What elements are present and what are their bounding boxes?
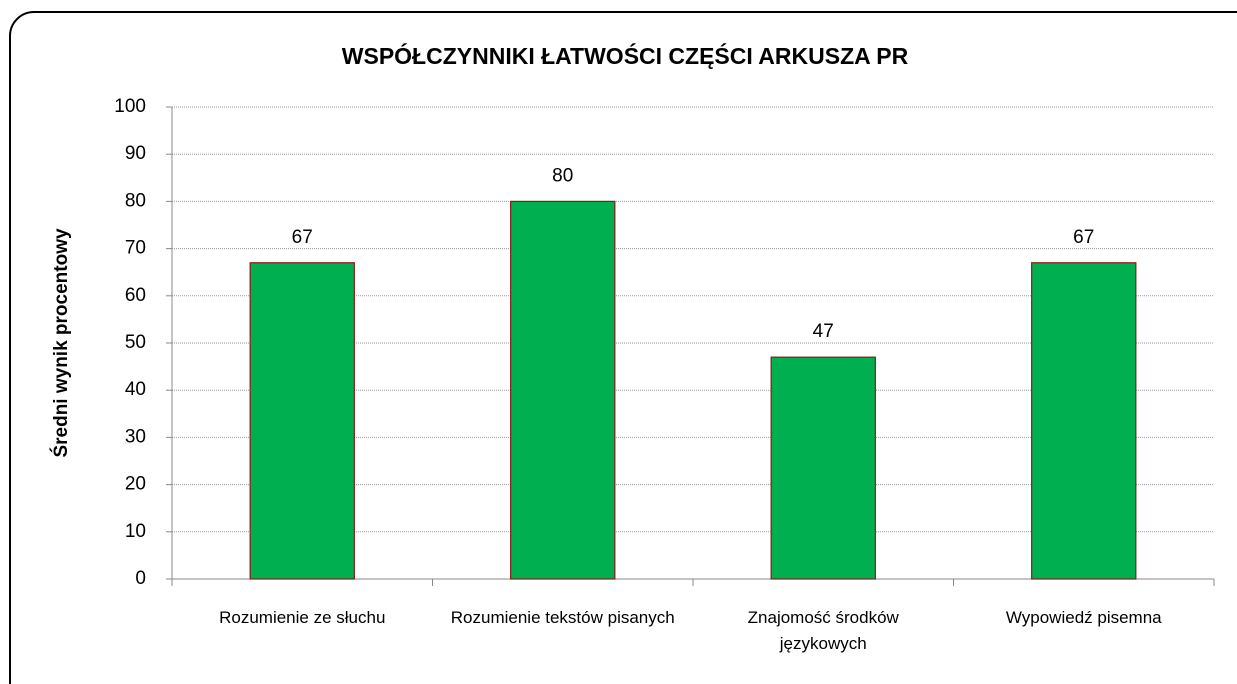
bar	[249, 262, 355, 580]
y-tick-label: 70	[125, 238, 146, 259]
value-label: 67	[292, 227, 313, 248]
y-axis-label: Średni wynik procentowy	[50, 228, 72, 458]
y-tick-label: 60	[125, 285, 146, 306]
chart-title: WSPÓŁCZYNNIKI ŁATWOŚCI CZĘŚCI ARKUSZA PR	[342, 42, 909, 69]
y-tick-label: 30	[125, 426, 146, 447]
y-tick-label: 50	[125, 332, 146, 353]
y-tick-label: 90	[125, 143, 146, 164]
y-tick-label: 80	[125, 190, 146, 211]
x-tick-label: Rozumienie ze słuchu	[219, 608, 386, 627]
x-tick-label: Wypowiedź pisemna	[1005, 608, 1162, 627]
y-tick-label: 10	[125, 521, 146, 542]
value-label: 47	[813, 321, 834, 342]
y-tick-label: 0	[135, 568, 146, 589]
y-tick-label: 20	[125, 474, 146, 495]
y-tick-label: 40	[125, 379, 146, 400]
bar	[770, 356, 876, 580]
x-tick-label: Rozumienie tekstów pisanych	[450, 608, 675, 627]
bar	[510, 200, 616, 580]
y-tick-label: 100	[114, 96, 146, 117]
value-label: 80	[552, 165, 573, 186]
x-tick-label: Znajomość środków językowych	[747, 608, 899, 653]
bar	[1031, 262, 1137, 580]
value-label: 67	[1073, 227, 1094, 248]
